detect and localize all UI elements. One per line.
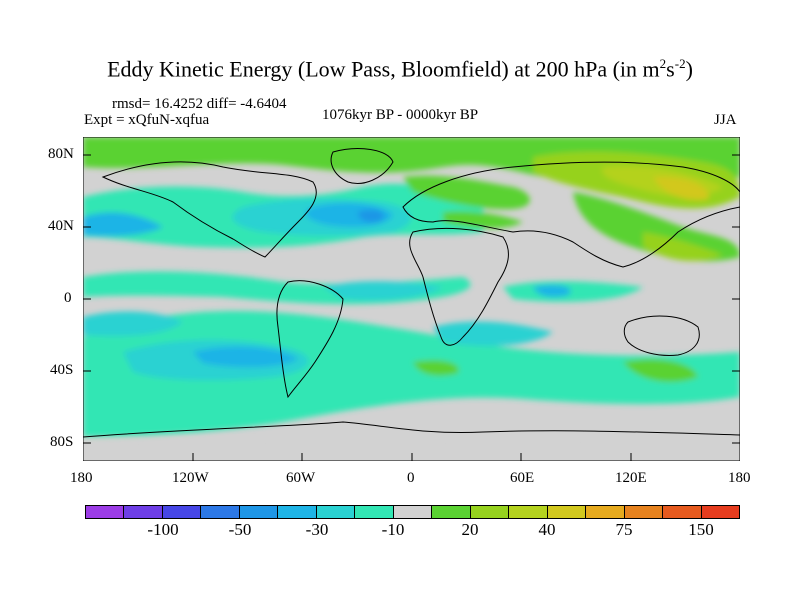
lat-label-80n: 80N (48, 146, 74, 162)
colorbar-label: 40 (538, 520, 556, 539)
colorbar-label: 75 (615, 520, 633, 539)
colorbar-swatch (238, 506, 278, 518)
colorbar-swatch (623, 506, 663, 518)
colorbar-swatch (200, 506, 239, 518)
colorbar-label: -30 (305, 520, 329, 539)
period-label: 1076kyr BP - 0000kyr BP (322, 107, 479, 123)
lat-label-40n: 40N (48, 218, 74, 234)
colorbar-swatch (277, 506, 316, 518)
lat-label-40s: 40S (50, 362, 74, 378)
colorbar-label: -50 (228, 520, 252, 539)
colorbar-swatch (354, 506, 393, 518)
rmsd-diff-stats: rmsd= 16.4252 diff= -4.6404 (112, 96, 287, 112)
colorbar (85, 505, 740, 519)
colorbar-swatch (700, 506, 739, 518)
colorbar-swatch (508, 506, 547, 518)
experiment-label: Expt = xQfuN-xqfua (84, 112, 210, 128)
colorbar-swatch (546, 506, 586, 518)
axis-ticks (83, 154, 740, 461)
lon-label-180e: 180 (728, 470, 751, 486)
lat-label-0: 0 (64, 290, 72, 306)
colorbar-swatch (469, 506, 509, 518)
lon-label-60e: 60E (510, 470, 535, 486)
colorbar-label: 150 (688, 520, 714, 539)
colorbar-label: -100 (147, 520, 179, 539)
coastlines (83, 148, 740, 438)
colorbar-swatch (123, 506, 162, 518)
colorbar-label: -10 (381, 520, 405, 539)
lon-label-0: 0 (407, 470, 415, 486)
eke-difference-map (83, 137, 740, 461)
map-title: Eddy Kinetic Energy (Low Pass, Bloomfiel… (107, 56, 693, 82)
colorbar-swatch (161, 506, 201, 518)
colorbar-swatch (662, 506, 701, 518)
colorbar-swatch (431, 506, 470, 518)
lon-label-120w: 120W (172, 470, 209, 486)
lon-label-180w: 180 (70, 470, 93, 486)
lat-label-80s: 80S (50, 434, 74, 450)
colorbar-swatch (86, 506, 124, 518)
lon-label-60w: 60W (286, 470, 316, 486)
colorbar-swatch (392, 506, 432, 518)
colorbar-swatch (315, 506, 355, 518)
contour-fill-layer (83, 137, 740, 461)
lon-label-120e: 120E (615, 470, 647, 486)
colorbar-label: 20 (461, 520, 479, 539)
colorbar-swatch (585, 506, 624, 518)
season-label: JJA (714, 112, 737, 128)
